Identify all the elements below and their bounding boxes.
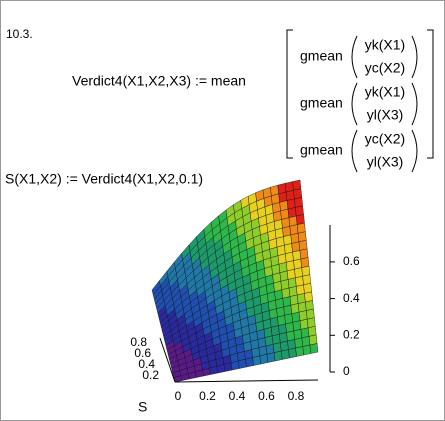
surface-patch (299, 248, 309, 260)
y-axis (159, 337, 176, 383)
y-tick-label: 0.6 (134, 346, 151, 360)
y-tick-label: 0.4 (138, 357, 155, 371)
definition-lhs: Verdict4(X1,X2,X3) := mean (72, 73, 246, 89)
numerator: yc(X2) (365, 131, 405, 147)
surface-patch (298, 310, 308, 321)
paren (351, 129, 358, 173)
surface-patch (296, 214, 305, 225)
surface-patch (302, 274, 312, 285)
x-tick-label: 0.8 (288, 389, 305, 403)
surface-patch (307, 325, 317, 337)
surface-patch (299, 318, 309, 330)
surface-patch (295, 346, 304, 357)
surface-patch (297, 293, 306, 304)
surface-patch (306, 317, 316, 328)
numerator: yk(X1) (365, 84, 405, 100)
surface-definition: S(X1,X2) := Verdict4(X1,X2,0.1) (5, 171, 203, 187)
surface-patch (287, 339, 296, 350)
surface-patch (294, 196, 303, 208)
surface-patch (292, 179, 302, 191)
function-name: gmean (300, 142, 343, 158)
surface-patch (295, 275, 304, 287)
x-tick-label: 0.2 (199, 389, 216, 403)
surface-patch (281, 349, 290, 360)
surface-patch (306, 308, 315, 320)
surface-patch (284, 181, 294, 193)
z-tick-label: 0.4 (343, 291, 360, 305)
y-tick-label: 0.2 (142, 368, 159, 382)
axis-label: S (138, 399, 147, 415)
region-label: 10.3. (6, 27, 33, 41)
denominator: yl(X3) (367, 107, 404, 123)
surface-patch (295, 205, 304, 217)
paren (411, 35, 418, 79)
y-tick-label: 0.8 (130, 335, 147, 349)
surface-patch (305, 300, 314, 311)
surface-patch (296, 284, 305, 296)
surface-patch (300, 257, 310, 268)
surface-patch (304, 291, 313, 303)
numerator: yk(X1) (365, 37, 405, 53)
denominator: yl(X3) (367, 154, 404, 170)
x-tick-label: 0 (175, 389, 182, 403)
matrix-bracket (286, 29, 434, 159)
paren (411, 82, 418, 126)
paren (411, 129, 418, 173)
surface-patch (296, 222, 306, 234)
surface-patch (294, 337, 303, 349)
surface-patch (277, 183, 287, 194)
surface-patch (297, 301, 307, 313)
paren (351, 35, 358, 79)
x-tick-label: 0.4 (229, 389, 246, 403)
surface-patch (308, 334, 318, 346)
function-name: gmean (300, 95, 343, 111)
surface-patch (301, 265, 311, 277)
surface-plot (151, 179, 319, 383)
surface-patch (293, 328, 303, 340)
surface-patch (300, 327, 310, 339)
x-axis (174, 379, 319, 383)
function-name: gmean (300, 48, 343, 64)
z-tick-label: 0 (343, 364, 350, 378)
surface-patch (303, 282, 312, 294)
surface-patch (288, 347, 297, 359)
surface-patch (270, 184, 279, 197)
surface-patch (292, 320, 302, 332)
surface-patch (309, 343, 319, 354)
surface-patch (297, 231, 307, 242)
surface-patch (298, 239, 308, 251)
surface-patch (293, 188, 303, 200)
z-tick-label: 0.2 (343, 327, 360, 341)
x-tick-label: 0.6 (258, 389, 275, 403)
surface-patch (301, 336, 311, 347)
paren (351, 82, 358, 126)
z-tick-label: 0.6 (343, 254, 360, 268)
matrix-rows: gmean yk(X1) yc(X2) gmean yk(X1) yl(X3) gmean y… (300, 35, 418, 173)
surface-patch (302, 344, 312, 356)
denominator: yc(X2) (365, 60, 405, 76)
